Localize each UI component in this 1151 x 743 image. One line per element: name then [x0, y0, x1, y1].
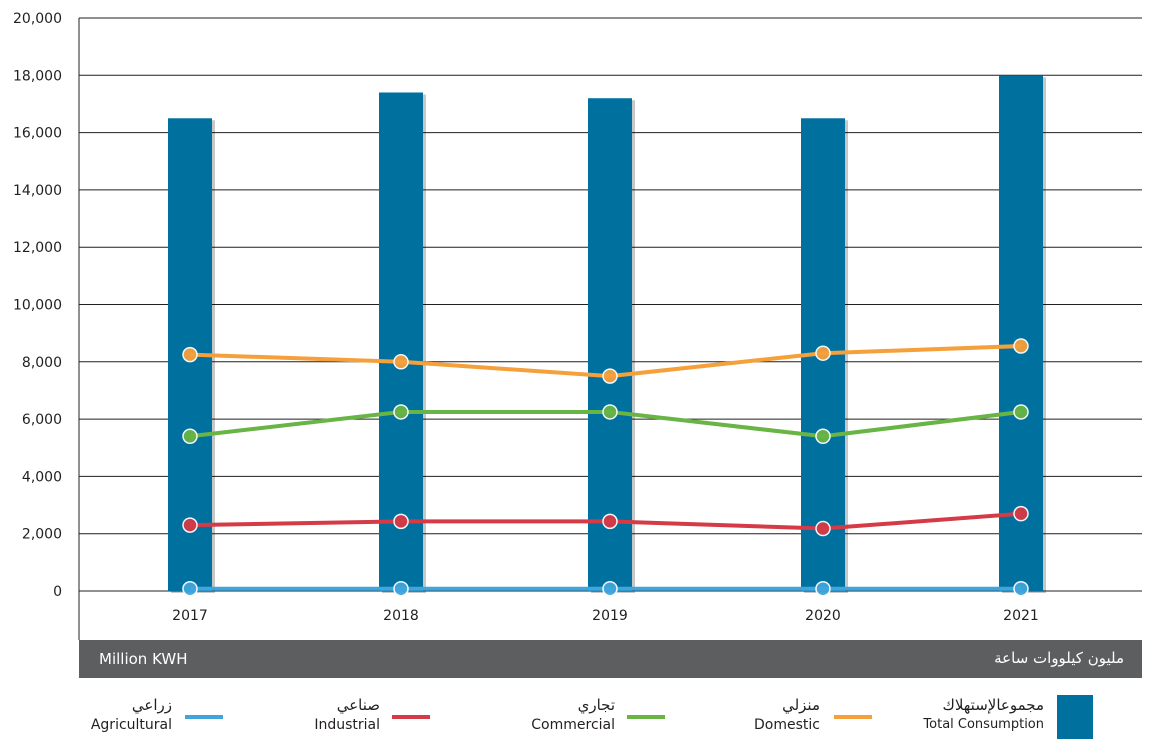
legend-swatch-industrial [392, 715, 430, 719]
legend-industrial-en: Industrial [314, 717, 380, 733]
legend-commercial-en: Commercial [531, 717, 615, 733]
y-tick-label: 4,000 [22, 469, 62, 485]
point-commercial [393, 404, 409, 420]
legend-swatch-agricultural [185, 715, 223, 719]
y-tick-label: 12,000 [13, 240, 62, 256]
legend-industrial-ar: صناعي [336, 696, 380, 714]
x-tick-label: 2019 [592, 608, 628, 624]
point-domestic [182, 346, 198, 363]
point-domestic [602, 368, 618, 384]
point-industrial [393, 513, 409, 530]
point-domestic [815, 345, 831, 361]
unit-label-en: Million KWH [99, 650, 188, 668]
point-commercial [602, 404, 618, 420]
y-tick-label: 10,000 [13, 298, 62, 314]
y-tick-label: 14,000 [13, 183, 62, 199]
point-agricultural [393, 580, 409, 597]
series-lines [182, 338, 1029, 597]
legend-swatch-total [1057, 695, 1093, 739]
bar-total-consumption [999, 75, 1043, 592]
legend-label-agricultural: زراعي Agricultural [12, 695, 172, 735]
y-axis-ticks: 0 2,000 4,000 6,000 8,000 10,000 12,000 14,000 1… [13, 11, 62, 600]
legend-label-domestic: منزلي Domestic [660, 695, 820, 735]
legend-swatch-domestic [834, 715, 872, 719]
point-industrial [1013, 505, 1029, 522]
x-tick-label: 2021 [1003, 608, 1039, 624]
chart-canvas: 0 2,000 4,000 6,000 8,000 10,000 12,000 14,000 1… [13, 11, 1142, 640]
point-industrial [815, 520, 831, 537]
bar-total-consumption [588, 98, 632, 591]
y-tick-label: 20,000 [13, 11, 62, 27]
unit-bar: Million KWH مليون كيلووات ساعة [79, 640, 1142, 678]
x-tick-label: 2017 [172, 608, 208, 624]
legend-label-total: مجموعالإستهلاك Total Consumption [884, 695, 1044, 735]
x-axis-ticks: 2017 2018 2019 2020 2021 [172, 608, 1039, 624]
legend-domestic-en: Domestic [754, 717, 820, 733]
y-tick-label: 8,000 [22, 355, 62, 371]
x-tick-label: 2020 [805, 608, 841, 624]
legend-commercial-ar: تجاري [577, 696, 615, 714]
point-agricultural [815, 580, 831, 597]
legend-agricultural-ar: زراعي [131, 696, 172, 714]
y-tick-label: 18,000 [13, 68, 62, 84]
legend-total-ar: مجموعالإستهلاك [942, 696, 1044, 714]
point-domestic [1013, 338, 1029, 354]
x-tick-label: 2018 [383, 608, 419, 624]
point-agricultural [602, 580, 618, 597]
y-tick-label: 2,000 [22, 527, 62, 543]
legend-agricultural-en: Agricultural [90, 717, 172, 733]
point-agricultural [1013, 580, 1029, 597]
unit-label-ar: مليون كيلووات ساعة [994, 649, 1124, 667]
y-tick-label: 6,000 [22, 412, 62, 428]
point-commercial [1013, 404, 1029, 420]
point-industrial [182, 517, 198, 533]
y-tick-label: 0 [53, 584, 62, 600]
point-commercial [815, 428, 831, 445]
legend-total-en: Total Consumption [923, 717, 1044, 732]
y-tick-label: 16,000 [13, 126, 62, 142]
bar-total-consumption [379, 92, 423, 592]
legend-swatch-commercial [627, 715, 665, 719]
point-domestic [393, 354, 409, 370]
legend-label-commercial: تجاري Commercial [455, 695, 615, 735]
point-commercial [182, 428, 198, 445]
point-industrial [602, 513, 618, 530]
legend-label-industrial: صناعي Industrial [220, 695, 380, 735]
legend-domestic-ar: منزلي [782, 696, 820, 714]
point-agricultural [182, 580, 198, 597]
